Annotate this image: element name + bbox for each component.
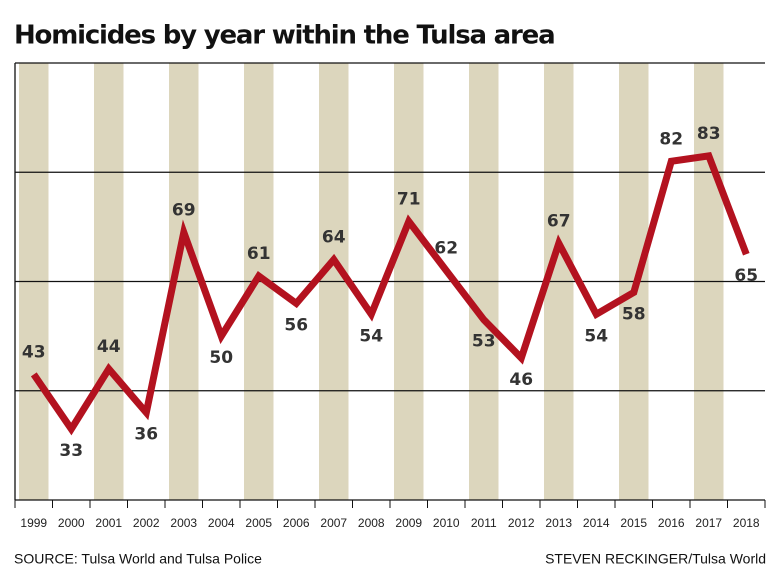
value-label: 82: [659, 129, 683, 149]
data-line: [30, 152, 750, 436]
value-label: 58: [622, 304, 646, 324]
x-tick-label: 2004: [208, 516, 235, 530]
value-label: 54: [584, 326, 608, 346]
value-label: 50: [209, 348, 233, 368]
value-label: 43: [22, 342, 46, 362]
value-label: 65: [734, 266, 758, 286]
x-tick-label: 2010: [433, 516, 460, 530]
x-tick-label: 2007: [320, 516, 347, 530]
value-label: 46: [509, 370, 533, 390]
value-label: 56: [284, 315, 308, 335]
value-label: 53: [472, 332, 496, 352]
x-tick-label: 2011: [471, 516, 497, 530]
x-tick-label: 2008: [358, 516, 385, 530]
value-label: 64: [322, 228, 346, 248]
value-label: 83: [697, 124, 721, 144]
value-label: 44: [97, 337, 121, 357]
x-tick-label: 2001: [95, 516, 122, 530]
credit: STEVEN RECKINGER/Tulsa World: [545, 551, 766, 567]
value-label: 62: [434, 239, 458, 259]
value-label: 36: [134, 425, 158, 445]
x-tick-label: 2016: [658, 516, 685, 530]
x-tick-label: 2014: [583, 516, 610, 530]
x-tick-label: 2006: [283, 516, 310, 530]
value-label: 33: [59, 441, 83, 461]
value-label: 67: [547, 211, 571, 231]
value-label: 54: [359, 326, 383, 346]
x-tick-label: 2000: [58, 516, 85, 530]
x-tick-label: 2003: [170, 516, 197, 530]
x-tick-label: 2012: [508, 516, 535, 530]
x-tick-label: 1999: [20, 516, 47, 530]
x-tick-label: 2013: [545, 516, 572, 530]
x-tick-label: 2005: [245, 516, 272, 530]
value-label: 71: [397, 189, 421, 209]
value-label: 61: [247, 244, 271, 264]
chart-title: Homicides by year within the Tulsa area: [14, 21, 554, 51]
value-label: 69: [172, 200, 196, 220]
x-tick-label: 2015: [620, 516, 647, 530]
x-tick-label: 2002: [133, 516, 160, 530]
source: SOURCE: Tulsa World and Tulsa Police: [14, 551, 262, 567]
x-tick-label: 2009: [395, 516, 422, 530]
x-tick-label: 2017: [695, 516, 722, 530]
x-tick-label: 2018: [733, 516, 760, 530]
